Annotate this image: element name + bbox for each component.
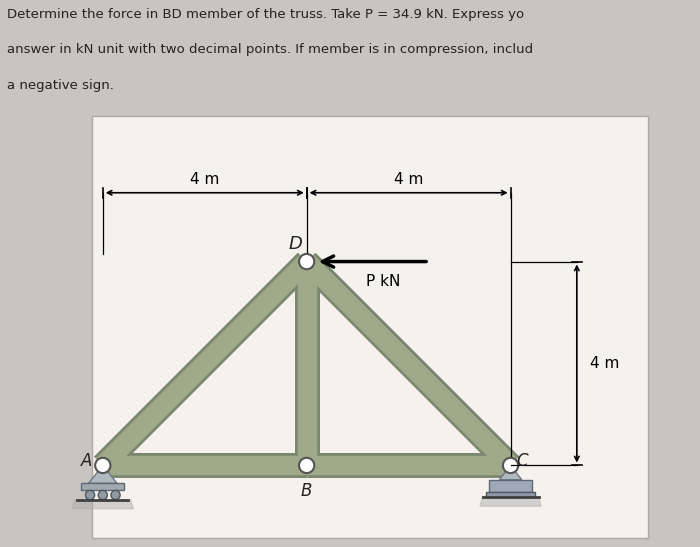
Circle shape xyxy=(111,491,120,499)
Polygon shape xyxy=(486,492,535,497)
Text: 4 m: 4 m xyxy=(589,356,619,371)
Text: A: A xyxy=(80,452,92,470)
Polygon shape xyxy=(499,465,522,480)
Text: C: C xyxy=(516,452,528,470)
Text: a negative sign.: a negative sign. xyxy=(7,79,114,92)
Polygon shape xyxy=(489,480,532,492)
Polygon shape xyxy=(480,497,541,506)
Polygon shape xyxy=(88,465,117,484)
Circle shape xyxy=(503,458,518,473)
Circle shape xyxy=(98,491,107,499)
FancyBboxPatch shape xyxy=(92,117,648,538)
Text: answer in kN unit with two decimal points. If member is in compression, includ: answer in kN unit with two decimal point… xyxy=(7,43,533,56)
Text: 4 m: 4 m xyxy=(394,172,424,187)
Circle shape xyxy=(299,254,314,269)
Text: B: B xyxy=(301,482,312,500)
Polygon shape xyxy=(81,484,124,490)
Circle shape xyxy=(85,491,94,499)
Text: 4 m: 4 m xyxy=(190,172,219,187)
Circle shape xyxy=(299,458,314,473)
Circle shape xyxy=(95,458,111,473)
Text: D: D xyxy=(288,235,302,253)
Polygon shape xyxy=(72,500,134,509)
Text: P kN: P kN xyxy=(366,275,400,289)
Text: Determine the force in BD member of the truss. Take P = 34.9 kN. Express yo: Determine the force in BD member of the … xyxy=(7,8,524,21)
